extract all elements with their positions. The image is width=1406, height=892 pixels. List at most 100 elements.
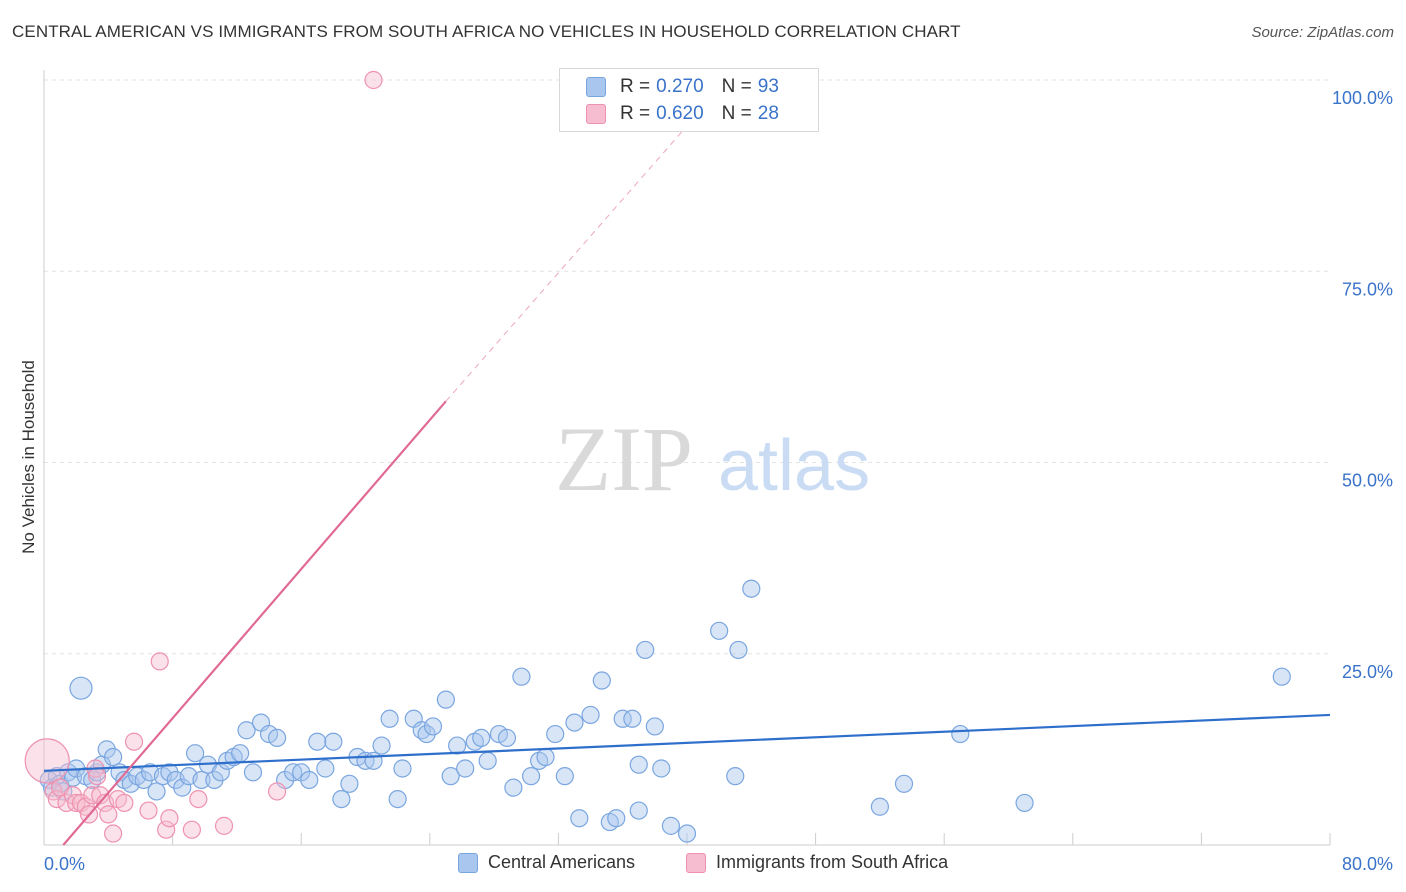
point-central-americans <box>536 747 555 767</box>
point-central-americans <box>441 767 460 786</box>
point-south-africa <box>157 820 176 839</box>
bottom-legend-label: Immigrants from South Africa <box>716 852 949 872</box>
x-tick-label: 0.0% <box>44 854 85 874</box>
point-central-americans <box>636 640 655 660</box>
grid-lines <box>44 79 1330 655</box>
point-central-americans <box>436 690 455 709</box>
tick-labels: 100.0% 75.0% 50.0% 25.0% 0.0% 80.0% <box>44 88 1393 874</box>
legend-r-label: R = <box>620 103 651 124</box>
point-central-americans <box>742 579 761 598</box>
point-central-americans <box>581 705 600 725</box>
point-central-americans <box>570 809 589 828</box>
y-tick-label: 25.0% <box>1342 662 1393 682</box>
point-central-americans <box>364 751 383 770</box>
point-central-americans <box>565 713 584 732</box>
point-central-americans <box>629 755 648 774</box>
point-central-americans <box>380 709 399 728</box>
point-central-americans <box>147 782 166 801</box>
point-central-americans <box>231 744 250 763</box>
point-central-americans <box>448 736 467 755</box>
data-points <box>24 70 1291 843</box>
point-central-americans <box>332 789 351 809</box>
point-south-africa <box>150 652 169 671</box>
legend-r-value: 0.620 <box>656 103 704 124</box>
point-south-africa <box>115 793 134 813</box>
watermark: ZIP atlas <box>555 408 870 510</box>
point-central-americans <box>324 732 343 751</box>
point-central-americans <box>546 724 565 744</box>
point-south-africa <box>67 793 86 813</box>
point-central-americans <box>1015 793 1034 813</box>
point-central-americans <box>652 759 671 778</box>
axes <box>43 70 1331 846</box>
trend-line-south-africa <box>62 400 447 846</box>
legend-swatch-blue <box>586 77 606 97</box>
point-central-americans <box>300 770 319 790</box>
point-central-americans <box>645 717 664 736</box>
point-central-americans <box>497 728 517 748</box>
point-central-americans <box>173 778 192 797</box>
point-south-africa <box>104 824 123 843</box>
point-central-americans <box>623 709 642 728</box>
point-south-africa <box>99 805 118 824</box>
trend-line-south-africa-extension <box>445 125 688 402</box>
point-central-americans <box>555 767 574 786</box>
point-central-americans <box>104 747 123 767</box>
point-central-americans <box>729 640 748 660</box>
point-central-americans <box>951 724 970 744</box>
y-axis-label: No Vehicles in Household <box>19 360 38 554</box>
point-central-americans <box>512 667 531 686</box>
point-central-americans <box>267 728 287 748</box>
point-south-africa <box>87 767 107 786</box>
legend-n-label: N = <box>721 103 752 124</box>
point-south-africa <box>267 782 287 801</box>
x-tick-label: 80.0% <box>1342 854 1393 874</box>
point-central-americans <box>237 721 256 740</box>
legend-row-central-americans: R = 0.270 N = 93 <box>586 74 779 100</box>
point-central-americans <box>629 801 648 820</box>
point-central-americans <box>186 744 205 763</box>
point-central-americans <box>388 789 407 809</box>
point-central-americans <box>613 709 632 728</box>
point-central-americans <box>472 728 491 748</box>
point-central-americans <box>243 763 263 782</box>
point-central-americans <box>894 774 914 793</box>
legend-n-value: 93 <box>757 76 779 97</box>
chart-title: CENTRAL AMERICAN VS IMMIGRANTS FROM SOUT… <box>12 22 961 41</box>
point-central-americans <box>661 816 681 835</box>
trend-lines <box>43 125 1331 846</box>
trend-line-central-americans <box>43 713 1331 772</box>
legend-n-label: N = <box>721 76 752 97</box>
legend-n-value: 28 <box>757 103 779 124</box>
point-central-americans <box>726 767 745 786</box>
point-central-americans <box>504 778 523 797</box>
point-central-americans <box>69 676 93 700</box>
point-central-americans <box>607 809 626 828</box>
point-central-americans <box>521 767 541 786</box>
point-central-americans <box>710 621 729 640</box>
point-central-americans <box>456 759 475 778</box>
legend-swatch-pink <box>586 104 606 124</box>
point-central-americans <box>308 732 327 751</box>
legend: R = 0.270 N = 93 R = 0.620 N = 28 <box>559 68 819 132</box>
point-central-americans <box>870 797 890 816</box>
watermark-atlas: atlas <box>718 426 870 506</box>
point-south-africa <box>189 789 208 809</box>
point-central-americans <box>192 770 211 790</box>
y-tick-label: 75.0% <box>1342 279 1393 299</box>
point-central-americans <box>592 671 611 690</box>
bottom-legend-label: Central Americans <box>488 852 636 872</box>
chart-source: Source: ZipAtlas.com <box>1251 24 1394 41</box>
bottom-legend-south-africa: Immigrants from South Africa <box>686 852 948 873</box>
point-central-americans <box>393 759 412 778</box>
point-south-africa <box>364 70 383 90</box>
point-south-africa <box>214 816 234 835</box>
y-tick-label: 50.0% <box>1342 471 1393 491</box>
watermark-zip: ZIP <box>555 408 693 510</box>
point-central-americans <box>316 759 335 778</box>
bottom-legend-central-americans: Central Americans <box>458 852 635 873</box>
point-central-americans <box>340 774 359 793</box>
point-south-africa <box>24 738 70 784</box>
point-south-africa <box>139 801 158 820</box>
